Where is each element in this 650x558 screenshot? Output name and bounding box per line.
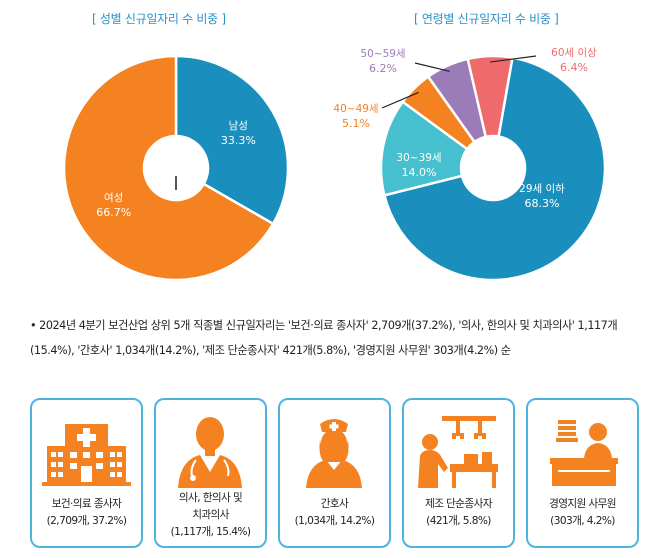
leader-line-4 [490,55,537,63]
card-label: 보건·의료 종사자 (2,709개, 37.2%) [46,498,127,527]
age-chart-title: [ 연령별 신규일자리 수 비중 ] [414,12,559,26]
slice-value-1: 14.0% [402,166,437,179]
slice-value-1: 66.7% [96,206,131,219]
slice-label-3: 50~59세 [360,48,405,60]
leader-line-3 [414,62,450,72]
card-factory-worker: 제조 단순종사자 (421개, 5.8%) [402,398,515,548]
slice-label-1: 여성 [104,192,123,204]
slice-label-0: 29세 이하 [519,182,565,195]
slice-value-0: 33.3% [221,134,256,147]
slice-label-2: 40~49세 [333,103,378,115]
description-text: 2024년 4분기 보건산업 상위 5개 직종별 신규일자리는 '보건·의료 종… [30,319,618,357]
card-label: 경영지원 사무원 (303개, 4.2%) [549,498,616,527]
pie-slice-4 [466,54,514,139]
pie-slice-1 [379,99,469,197]
slice-label-4: 60세 이상 [551,47,597,59]
card-health-medical-worker: 보건·의료 종사자 (2,709개, 37.2%) [30,398,143,548]
slice-value-4: 6.4% [560,61,588,74]
gender-donut-chart: 남성 33.3% 여성 66.7% [62,54,290,282]
slice-label-0: 남성 [229,120,248,132]
card-nurse: 간호사 (1,034개, 14.2%) [278,398,391,548]
age-donut-chart: 29세 이하 68.3% 30~39세 14.0% 40~49세 5.1% 50~59세 6.… [333,47,607,282]
pie-slice-0 [382,56,607,282]
pie-slice-1 [62,54,275,282]
pie-charts: 남성 33.3% 여성 66.7% 29세 이하 68.3% 30~39세 14.0% 40~… [62,47,607,282]
slice-value-0: 68.3% [525,197,560,210]
hospital-icon [42,424,131,486]
description-paragraph: • 2024년 4분기 보건산업 상위 5개 직종별 신규일자리는 '보건·의료 … [30,313,640,363]
card-label: 간호사 (1,034개, 14.2%) [294,498,375,527]
pie-slice-0 [174,54,290,226]
slice-label-1: 30~39세 [396,152,441,164]
doctor-icon [178,417,242,488]
factory-worker-icon [418,416,498,488]
bullet: • [30,319,37,332]
card-label: 제조 단순종사자 (421개, 5.8%) [425,498,492,527]
card-label: 의사, 한의사 및 치과의사 (1,117개, 15.4%) [170,492,251,538]
nurse-icon [306,419,362,488]
leader-line-2 [381,91,419,109]
card-office-clerk: 경영지원 사무원 (303개, 4.2%) [526,398,639,548]
office-clerk-icon [550,420,618,486]
card-doctor: 의사, 한의사 및 치과의사 (1,117개, 15.4%) [154,398,267,548]
slice-value-3: 6.2% [369,62,397,75]
gender-chart-title: [ 성별 신규일자리 수 비중 ] [92,12,226,26]
slice-value-2: 5.1% [342,117,370,130]
